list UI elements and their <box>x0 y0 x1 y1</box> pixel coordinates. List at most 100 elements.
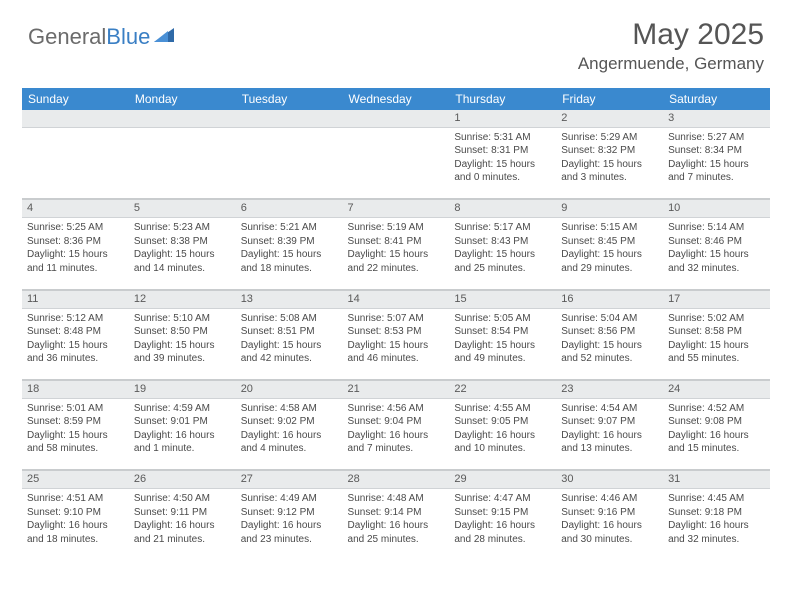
brand-text: GeneralBlue <box>28 24 150 50</box>
daylight-line: Daylight: 16 hours and 13 minutes. <box>561 429 658 456</box>
daylight-line: Daylight: 15 hours and 25 minutes. <box>454 248 551 275</box>
daylight-line: Daylight: 15 hours and 3 minutes. <box>561 158 658 185</box>
day-number-cell: 22 <box>449 380 556 398</box>
month-title: May 2025 <box>578 18 764 52</box>
sunrise-line: Sunrise: 4:48 AM <box>348 492 445 506</box>
day-info-cell: Sunrise: 4:54 AMSunset: 9:07 PMDaylight:… <box>556 398 663 470</box>
day-info-cell: Sunrise: 4:47 AMSunset: 9:15 PMDaylight:… <box>449 489 556 561</box>
day-number-cell: 23 <box>556 380 663 398</box>
sunrise-line: Sunrise: 4:45 AM <box>668 492 765 506</box>
day-number-cell: 11 <box>22 290 129 308</box>
day-info-cell: Sunrise: 5:07 AMSunset: 8:53 PMDaylight:… <box>343 308 450 380</box>
sunrise-line: Sunrise: 5:08 AM <box>241 312 338 326</box>
sunset-line: Sunset: 8:41 PM <box>348 235 445 249</box>
day-number-cell: 5 <box>129 199 236 217</box>
day-info-cell <box>129 127 236 199</box>
day-number-cell: 7 <box>343 199 450 217</box>
location-label: Angermuende, Germany <box>578 54 764 74</box>
sunset-line: Sunset: 8:58 PM <box>668 325 765 339</box>
daylight-line: Daylight: 16 hours and 32 minutes. <box>668 519 765 546</box>
day-number-cell: 10 <box>663 199 770 217</box>
sunset-line: Sunset: 8:43 PM <box>454 235 551 249</box>
sunrise-line: Sunrise: 5:15 AM <box>561 221 658 235</box>
day-number-cell: 30 <box>556 470 663 488</box>
day-info-cell: Sunrise: 5:23 AMSunset: 8:38 PMDaylight:… <box>129 218 236 290</box>
sunrise-line: Sunrise: 5:19 AM <box>348 221 445 235</box>
daylight-line: Daylight: 15 hours and 42 minutes. <box>241 339 338 366</box>
daylight-line: Daylight: 16 hours and 1 minute. <box>134 429 231 456</box>
daynum-row: 11121314151617 <box>22 290 770 308</box>
sunrise-line: Sunrise: 4:50 AM <box>134 492 231 506</box>
day-info-cell <box>343 127 450 199</box>
sunset-line: Sunset: 9:16 PM <box>561 506 658 520</box>
sunrise-line: Sunrise: 4:54 AM <box>561 402 658 416</box>
daylight-line: Daylight: 16 hours and 28 minutes. <box>454 519 551 546</box>
sunset-line: Sunset: 8:53 PM <box>348 325 445 339</box>
daylight-line: Daylight: 15 hours and 32 minutes. <box>668 248 765 275</box>
sunset-line: Sunset: 8:48 PM <box>27 325 124 339</box>
daylight-line: Daylight: 16 hours and 15 minutes. <box>668 429 765 456</box>
daynum-row: 45678910 <box>22 199 770 217</box>
day-number-cell: 4 <box>22 199 129 217</box>
day-info-cell: Sunrise: 4:48 AMSunset: 9:14 PMDaylight:… <box>343 489 450 561</box>
sunrise-line: Sunrise: 5:17 AM <box>454 221 551 235</box>
day-info-cell: Sunrise: 4:55 AMSunset: 9:05 PMDaylight:… <box>449 398 556 470</box>
sunset-line: Sunset: 9:04 PM <box>348 415 445 429</box>
daylight-line: Daylight: 15 hours and 52 minutes. <box>561 339 658 366</box>
day-number-cell <box>129 110 236 127</box>
sunset-line: Sunset: 9:07 PM <box>561 415 658 429</box>
day-number-cell: 6 <box>236 199 343 217</box>
sunrise-line: Sunrise: 5:23 AM <box>134 221 231 235</box>
sunrise-line: Sunrise: 5:12 AM <box>27 312 124 326</box>
sunset-line: Sunset: 9:11 PM <box>134 506 231 520</box>
sunrise-line: Sunrise: 4:56 AM <box>348 402 445 416</box>
sunset-line: Sunset: 8:36 PM <box>27 235 124 249</box>
day-info-cell: Sunrise: 5:08 AMSunset: 8:51 PMDaylight:… <box>236 308 343 380</box>
day-number-cell: 27 <box>236 470 343 488</box>
day-info-cell: Sunrise: 4:46 AMSunset: 9:16 PMDaylight:… <box>556 489 663 561</box>
daylight-line: Daylight: 15 hours and 29 minutes. <box>561 248 658 275</box>
day-number-cell <box>22 110 129 127</box>
sunrise-line: Sunrise: 5:14 AM <box>668 221 765 235</box>
day-number-cell: 19 <box>129 380 236 398</box>
daylight-line: Daylight: 16 hours and 23 minutes. <box>241 519 338 546</box>
sunset-line: Sunset: 8:46 PM <box>668 235 765 249</box>
day-info-cell: Sunrise: 4:45 AMSunset: 9:18 PMDaylight:… <box>663 489 770 561</box>
day-info-cell <box>236 127 343 199</box>
info-row: Sunrise: 4:51 AMSunset: 9:10 PMDaylight:… <box>22 489 770 561</box>
day-info-cell: Sunrise: 4:52 AMSunset: 9:08 PMDaylight:… <box>663 398 770 470</box>
daylight-line: Daylight: 16 hours and 10 minutes. <box>454 429 551 456</box>
sunrise-line: Sunrise: 5:05 AM <box>454 312 551 326</box>
sunrise-line: Sunrise: 4:47 AM <box>454 492 551 506</box>
daylight-line: Daylight: 16 hours and 7 minutes. <box>348 429 445 456</box>
day-info-cell: Sunrise: 4:50 AMSunset: 9:11 PMDaylight:… <box>129 489 236 561</box>
sunrise-line: Sunrise: 5:10 AM <box>134 312 231 326</box>
daylight-line: Daylight: 15 hours and 22 minutes. <box>348 248 445 275</box>
day-number-cell: 21 <box>343 380 450 398</box>
day-number-cell: 24 <box>663 380 770 398</box>
daylight-line: Daylight: 15 hours and 49 minutes. <box>454 339 551 366</box>
day-number-cell: 18 <box>22 380 129 398</box>
day-info-cell: Sunrise: 5:31 AMSunset: 8:31 PMDaylight:… <box>449 127 556 199</box>
day-number-cell: 17 <box>663 290 770 308</box>
daylight-line: Daylight: 15 hours and 46 minutes. <box>348 339 445 366</box>
sunset-line: Sunset: 9:08 PM <box>668 415 765 429</box>
day-header: Thursday <box>449 88 556 110</box>
sunset-line: Sunset: 8:32 PM <box>561 144 658 158</box>
sunset-line: Sunset: 9:14 PM <box>348 506 445 520</box>
day-info-cell: Sunrise: 5:15 AMSunset: 8:45 PMDaylight:… <box>556 218 663 290</box>
brand-part1: General <box>28 24 106 49</box>
sunset-line: Sunset: 8:38 PM <box>134 235 231 249</box>
sunrise-line: Sunrise: 4:49 AM <box>241 492 338 506</box>
day-number-cell <box>236 110 343 127</box>
sunrise-line: Sunrise: 4:52 AM <box>668 402 765 416</box>
day-info-cell: Sunrise: 5:01 AMSunset: 8:59 PMDaylight:… <box>22 398 129 470</box>
daylight-line: Daylight: 15 hours and 7 minutes. <box>668 158 765 185</box>
daylight-line: Daylight: 15 hours and 58 minutes. <box>27 429 124 456</box>
sunrise-line: Sunrise: 4:58 AM <box>241 402 338 416</box>
calendar-body: 123Sunrise: 5:31 AMSunset: 8:31 PMDaylig… <box>22 110 770 561</box>
daylight-line: Daylight: 16 hours and 18 minutes. <box>27 519 124 546</box>
sunset-line: Sunset: 9:05 PM <box>454 415 551 429</box>
day-header: Monday <box>129 88 236 110</box>
sunrise-line: Sunrise: 4:59 AM <box>134 402 231 416</box>
